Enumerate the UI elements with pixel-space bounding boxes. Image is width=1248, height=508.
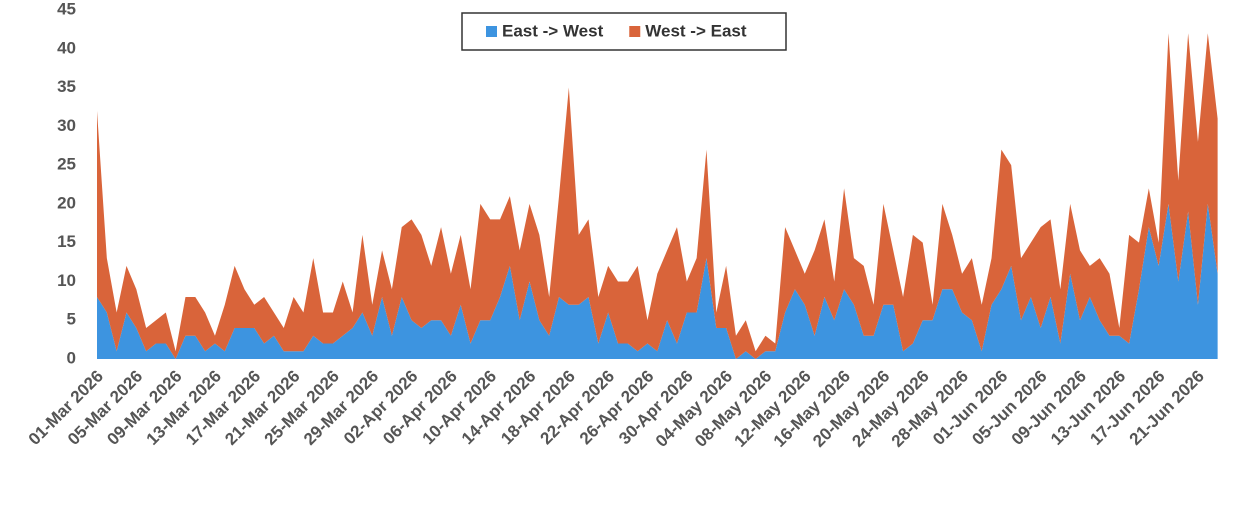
legend-swatch bbox=[486, 26, 497, 37]
y-tick-label: 35 bbox=[57, 77, 76, 96]
y-tick-label: 10 bbox=[57, 271, 76, 290]
legend-label: West -> East bbox=[645, 21, 747, 40]
y-tick-label: 5 bbox=[67, 310, 76, 329]
y-tick-label: 0 bbox=[67, 348, 76, 367]
y-tick-label: 45 bbox=[57, 0, 76, 18]
y-tick-label: 40 bbox=[57, 38, 76, 57]
area bbox=[97, 33, 1218, 360]
area bbox=[97, 203, 1218, 359]
y-tick-label: 25 bbox=[57, 155, 76, 174]
legend-box bbox=[461, 12, 787, 51]
legend: East -> West West -> East bbox=[461, 12, 787, 51]
legend-swatch bbox=[629, 26, 641, 37]
legend-label: East -> West bbox=[502, 21, 604, 40]
y-tick-label: 15 bbox=[57, 232, 76, 251]
y-tick-label: 20 bbox=[57, 193, 76, 212]
y-tick-label: 30 bbox=[57, 116, 76, 135]
